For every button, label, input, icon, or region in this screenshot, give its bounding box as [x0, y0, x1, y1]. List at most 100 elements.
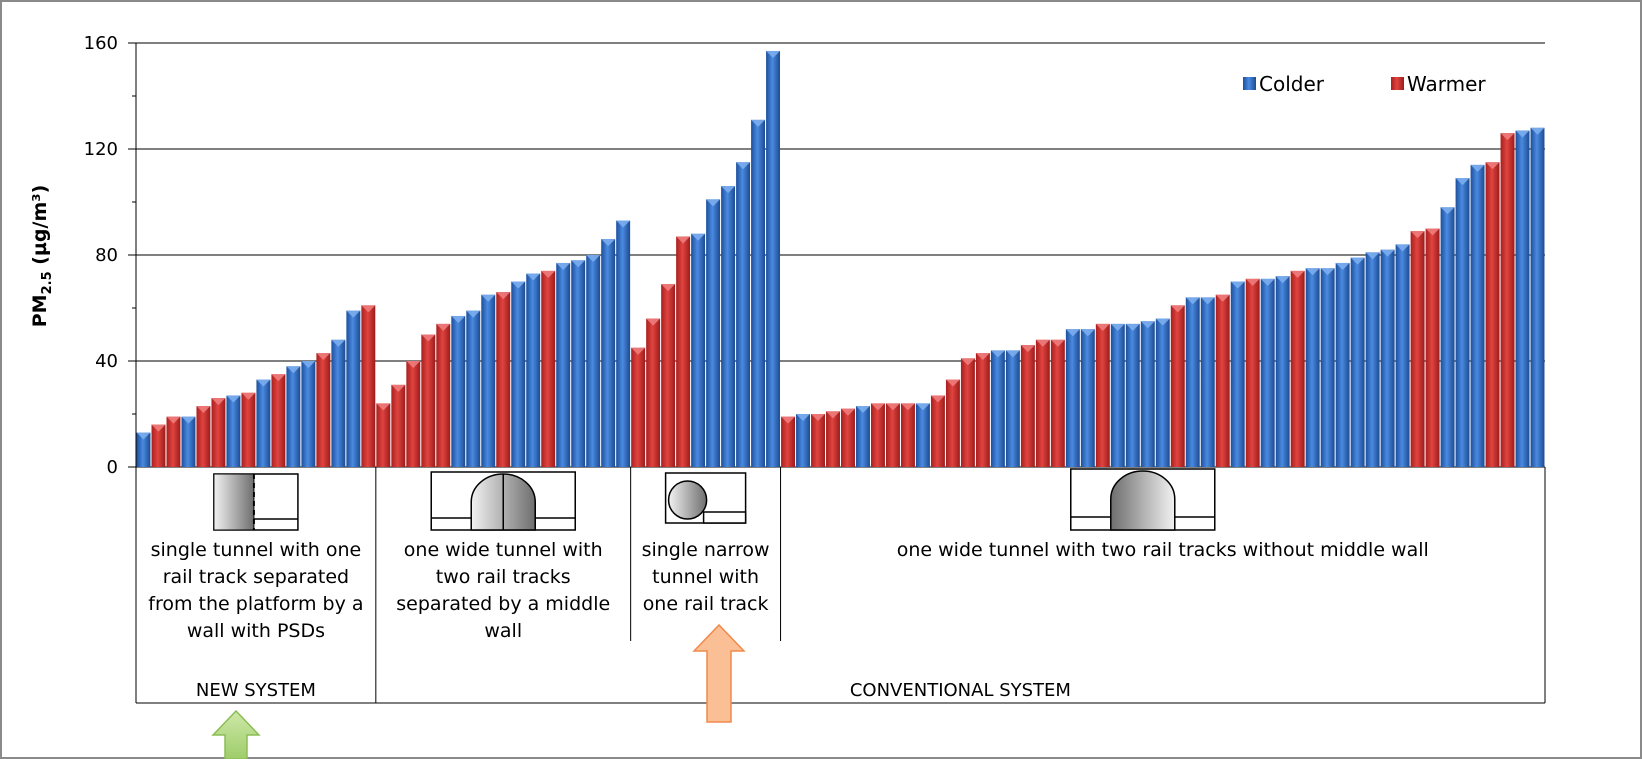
bar-cap: [646, 318, 661, 326]
bar-cap: [481, 294, 496, 302]
bar-cap: [1515, 130, 1530, 138]
bar-cap: [391, 384, 406, 392]
bar-colder: [1440, 207, 1455, 468]
bar-colder: [556, 262, 571, 467]
bar-warmer: [1245, 278, 1260, 467]
bar-warmer: [361, 305, 376, 467]
bar-colder: [226, 395, 241, 467]
bar-cap: [151, 424, 166, 432]
legend-swatch-warmer: [1391, 77, 1404, 90]
bar-cap: [1365, 252, 1380, 260]
bar-warmer: [945, 379, 960, 467]
bar-cap: [196, 406, 211, 414]
category-label-line: single narrow: [642, 539, 770, 561]
bar-cap: [346, 310, 361, 318]
bar-colder: [856, 406, 870, 467]
bar-colder: [1380, 249, 1395, 467]
bar-colder: [181, 416, 196, 467]
bar-cap: [1455, 178, 1470, 186]
bar-cap: [1185, 297, 1200, 305]
bar-warmer: [391, 384, 406, 467]
bar-warmer: [871, 403, 885, 467]
bar-cap: [751, 119, 766, 127]
bar-cap: [990, 350, 1005, 358]
bar-cap: [331, 339, 346, 347]
bar-colder: [706, 199, 721, 467]
bar-cap: [841, 408, 855, 416]
system-label-conventional: CONVENTIONAL SYSTEM: [850, 680, 1071, 701]
legend-label-warmer: Warmer: [1407, 72, 1486, 96]
bar-cap: [721, 186, 736, 194]
bar-colder: [286, 366, 301, 467]
bar-cap: [1335, 262, 1350, 270]
bar-colder: [346, 310, 361, 467]
bar-cap: [1305, 268, 1320, 276]
bar-colder: [1395, 244, 1410, 467]
bar-warmer: [196, 406, 211, 467]
category-label-line: rail track separated: [163, 566, 349, 588]
bar-cap: [271, 374, 286, 382]
bar-cap: [451, 315, 466, 323]
bar-cap: [1170, 305, 1185, 313]
bar-colder: [1335, 262, 1350, 467]
bar-cap: [1260, 278, 1275, 286]
bar-cap: [826, 411, 840, 419]
bar-cap: [960, 358, 975, 366]
bar-colder: [616, 220, 631, 467]
bar-cap: [1065, 329, 1080, 337]
bar-cap: [915, 403, 930, 411]
bar-cap: [885, 403, 900, 411]
bar-warmer: [406, 361, 421, 467]
bar-colder: [1230, 281, 1245, 467]
psd-tunnel-icon: [213, 473, 299, 531]
bar-cap: [1290, 270, 1305, 278]
bar-cap: [496, 292, 511, 300]
bar-cap: [361, 305, 376, 313]
bar-warmer: [1035, 339, 1050, 467]
bar-cap: [256, 379, 271, 387]
bar-colder: [1365, 252, 1380, 467]
bar-colder: [1125, 323, 1140, 467]
bar-colder: [1005, 350, 1020, 467]
bar-cap: [736, 162, 751, 170]
bar-cap: [211, 398, 226, 406]
bar-colder: [511, 281, 526, 467]
green-arrow-icon: [211, 709, 261, 759]
category-label-line: one wide tunnel with two rail tracks wit…: [897, 539, 1429, 561]
category-label-line: one wide tunnel with: [404, 539, 603, 561]
bar-cap: [706, 199, 721, 207]
y-tick-label: 120: [84, 139, 118, 160]
bar-warmer: [316, 353, 331, 467]
bar-cap: [900, 403, 915, 411]
bar-cap: [406, 361, 421, 368]
category-label-line: single tunnel with one: [151, 539, 362, 561]
bar-cap: [1425, 228, 1440, 236]
bar-cap: [226, 395, 241, 403]
bar-cap: [1485, 162, 1500, 170]
bar-cap: [1020, 345, 1035, 353]
bar-colder: [1530, 127, 1545, 468]
legend-swatch-colder: [1243, 77, 1256, 90]
bar-colder: [136, 432, 151, 467]
bar-warmer: [781, 416, 796, 467]
wide-tunnel-icon: [1070, 468, 1216, 531]
bar-cap: [1215, 294, 1230, 302]
bar-cap: [811, 414, 825, 421]
system-label-new: NEW SYSTEM: [196, 680, 316, 701]
bar-cap: [511, 281, 526, 289]
bar-warmer: [1095, 323, 1110, 467]
bar-cap: [1095, 323, 1110, 331]
bar-colder: [1065, 329, 1080, 467]
bar-colder: [766, 50, 781, 467]
bar-warmer: [960, 358, 975, 467]
bar-cap: [691, 233, 706, 241]
bar-colder: [481, 294, 496, 467]
bar-colder: [721, 186, 736, 467]
bar-cap: [556, 262, 571, 270]
y-tick-label: 0: [107, 457, 118, 478]
bar-colder: [1185, 297, 1200, 467]
bar-cap: [1410, 231, 1425, 239]
bar-cap: [1125, 323, 1140, 331]
bar-warmer: [376, 403, 391, 467]
bar-warmer: [271, 374, 286, 467]
